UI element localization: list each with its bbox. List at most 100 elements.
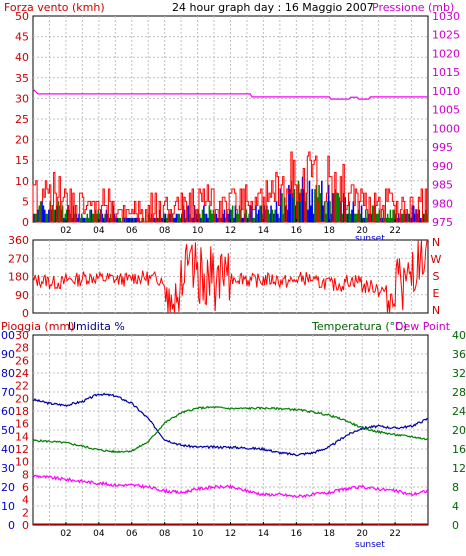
wind-average-bar bbox=[203, 205, 205, 222]
wind-average-bar bbox=[312, 213, 315, 222]
header: Forza vento (kmh) 24 hour graph day : 16… bbox=[4, 1, 454, 14]
wind-average-bar bbox=[333, 193, 335, 222]
wind-average-bar bbox=[67, 205, 69, 222]
wind-average-bar bbox=[53, 209, 56, 222]
wind-average-bar bbox=[392, 209, 394, 222]
humidity-axis: 0 10 20 30 40 50 60 70 80 90 100 bbox=[0, 329, 15, 532]
wind-average-bar bbox=[305, 193, 308, 222]
wind-direction-marks bbox=[32, 239, 429, 314]
x-tick-label: 10 bbox=[192, 226, 204, 236]
wind-average-bar bbox=[259, 205, 261, 222]
direction-tick-label: 90 bbox=[15, 289, 29, 302]
wind-average-bar bbox=[101, 213, 104, 222]
wind-average-bar bbox=[186, 205, 189, 222]
rain-tick-label: 24 bbox=[15, 367, 29, 380]
wind-average-bar bbox=[135, 217, 138, 222]
wind-average-bar bbox=[277, 213, 279, 222]
wind-average-bar bbox=[308, 180, 311, 222]
direction-tick-label: 270 bbox=[8, 252, 29, 265]
x-tick-label: 22 bbox=[389, 529, 400, 539]
wind-average-bar bbox=[336, 193, 338, 222]
wind-speed-tick-label: 50 bbox=[15, 10, 29, 23]
direction-tick-label: 180 bbox=[8, 271, 29, 284]
wind-average-bar bbox=[248, 213, 250, 222]
wind-average-bar bbox=[142, 217, 145, 222]
wind-average-bar bbox=[334, 189, 337, 222]
rain-tick-label: 14 bbox=[15, 430, 29, 443]
wind-average-bar bbox=[211, 213, 213, 222]
wind-average-bar bbox=[301, 176, 304, 222]
wind-average-bar bbox=[271, 209, 274, 222]
pressure-tick-label: 995 bbox=[432, 141, 453, 154]
wind-average-bar bbox=[363, 217, 366, 222]
wind-average-bar bbox=[86, 213, 89, 222]
wind-average-bar bbox=[113, 213, 116, 222]
humidity-tick-label: 70 bbox=[1, 386, 15, 399]
x-tick-label: 04 bbox=[93, 529, 105, 539]
pressure-tick-label: 975 bbox=[432, 216, 453, 229]
rain-tick-label: 4 bbox=[22, 494, 29, 507]
wind-average-bar bbox=[71, 217, 73, 222]
wind-average-bar bbox=[170, 213, 172, 222]
wind-average-bar bbox=[292, 193, 294, 222]
wind-average-bar bbox=[115, 217, 117, 222]
wind-average-bar bbox=[359, 213, 361, 222]
cardinal-label: N bbox=[432, 236, 440, 249]
wind-average-bar bbox=[207, 217, 209, 222]
temperature-tick-label: 36 bbox=[452, 348, 466, 361]
wind-average-bar bbox=[201, 209, 204, 222]
wind-average-bar bbox=[425, 209, 427, 222]
x-tick-label: 06 bbox=[126, 529, 138, 539]
wind-average-bar bbox=[179, 217, 182, 222]
wind-average-bar bbox=[192, 217, 194, 222]
temperature-axis-title: Temperatura (°C) bbox=[311, 320, 407, 333]
wind-average-bar bbox=[263, 205, 265, 222]
wind-average-bar bbox=[82, 217, 84, 222]
wind-average-bar bbox=[153, 217, 156, 222]
wind-average-bar bbox=[138, 217, 141, 222]
wind-average-bar bbox=[415, 209, 418, 222]
wind-average-bar bbox=[104, 213, 106, 222]
wind-average-bar bbox=[218, 217, 220, 222]
humidity-line bbox=[32, 392, 429, 457]
rain-tick-label: 26 bbox=[15, 354, 29, 367]
temperature-tick-label: 12 bbox=[452, 462, 466, 475]
wind-average-bar bbox=[61, 205, 64, 222]
wind-speed-axis: 0 5 10 15 20 25 30 35 40 45 50 bbox=[15, 10, 29, 229]
wind-average-bar bbox=[187, 205, 190, 222]
wind-average-bar bbox=[337, 193, 340, 222]
wind-average-bar bbox=[168, 213, 171, 222]
wind-average-bar bbox=[300, 189, 303, 222]
wind-average-bar bbox=[196, 213, 198, 222]
wind-average-bar bbox=[152, 217, 154, 222]
wind-average-bar bbox=[273, 213, 275, 222]
wind-average-bar bbox=[90, 209, 93, 222]
wind-average-bar bbox=[177, 213, 179, 222]
wind-average-bar bbox=[126, 217, 128, 222]
wind-average-bar bbox=[356, 213, 359, 222]
sunset-label-top: sunset bbox=[355, 234, 385, 244]
wind-average-bar bbox=[322, 205, 324, 222]
wind-average-bar bbox=[220, 217, 223, 222]
wind-speed-tick-label: 25 bbox=[15, 113, 29, 126]
wind-average-bar bbox=[399, 217, 401, 222]
wind-axis-title: Forza vento (kmh) bbox=[4, 1, 105, 14]
wind-average-bar bbox=[349, 213, 352, 222]
wind-average-bar bbox=[49, 201, 52, 222]
wind-average-bar bbox=[290, 180, 293, 222]
rain-tick-label: 28 bbox=[15, 342, 29, 355]
wind-average-bar bbox=[347, 213, 349, 222]
wind-average-bar bbox=[411, 205, 414, 222]
x-tick-label: 16 bbox=[291, 226, 303, 236]
wind-average-bar bbox=[197, 209, 200, 222]
temperature-tick-label: 4 bbox=[452, 500, 459, 513]
rain-tick-label: 18 bbox=[15, 405, 29, 418]
rain-tick-label: 6 bbox=[22, 481, 29, 494]
wind-average-bar bbox=[48, 209, 50, 222]
wind-average-bar bbox=[388, 217, 390, 222]
wind-average-bar bbox=[60, 209, 63, 222]
wind-average-bar bbox=[124, 217, 127, 222]
wind-average-bar bbox=[307, 209, 309, 222]
wind-average-bar bbox=[410, 217, 412, 222]
